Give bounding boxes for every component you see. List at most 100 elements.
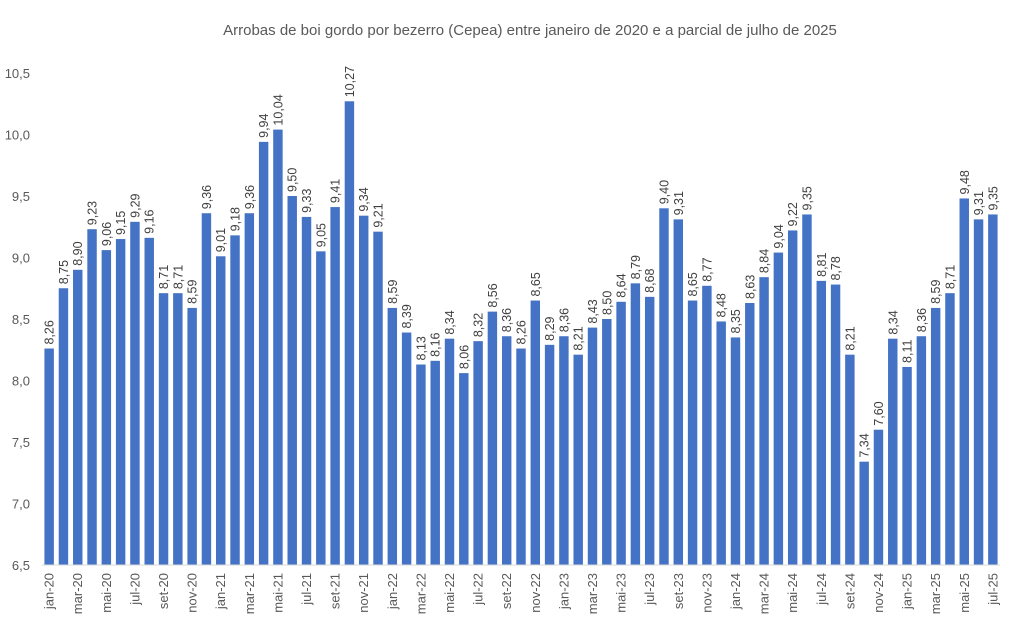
- data-label: 10,27: [343, 66, 357, 97]
- x-tick-label: mai-24: [785, 573, 800, 613]
- x-tick-label: set-24: [842, 573, 857, 609]
- chart-title: Arrobas de boi gordo por bezerro (Cepea)…: [223, 22, 837, 39]
- data-label: 8,11: [901, 340, 915, 363]
- bar-fev-23: [573, 354, 583, 565]
- x-tick-label: mai-21: [270, 573, 285, 613]
- bar-out-21: [344, 101, 355, 565]
- y-tick-label: 7,0: [12, 497, 30, 512]
- data-label: 10,04: [271, 94, 285, 125]
- data-label: 8,06: [457, 345, 471, 369]
- bar-jul-20: [130, 221, 140, 565]
- bar-out-24: [859, 461, 869, 565]
- data-label: 8,21: [572, 326, 586, 350]
- bar-nov-20: [187, 307, 197, 565]
- bar-ago-24: [830, 284, 841, 565]
- bar-mai-24: [787, 230, 798, 565]
- data-label: 8,84: [758, 249, 772, 273]
- bars: [44, 101, 998, 566]
- data-label: 8,16: [429, 332, 443, 356]
- x-tick-label: jan-23: [556, 573, 571, 610]
- bar-jan-24: [730, 337, 741, 565]
- bar-abr-20: [87, 229, 97, 565]
- data-label: 9,33: [300, 189, 314, 213]
- bar-nov-23: [702, 285, 712, 565]
- data-label: 9,36: [200, 185, 214, 209]
- y-tick-label: 8,5: [12, 312, 30, 327]
- data-label: 9,94: [257, 114, 271, 138]
- bar-nov-22: [530, 300, 541, 565]
- x-tick-label: set-21: [328, 573, 343, 609]
- data-label: 9,23: [86, 201, 100, 225]
- bar-jun-25: [973, 219, 984, 565]
- x-tick-label: jan-21: [213, 573, 228, 610]
- bar-jan-20: [44, 348, 54, 565]
- bar-abr-22: [430, 360, 440, 565]
- x-tick-label: set-20: [156, 573, 171, 609]
- data-label: 9,41: [329, 179, 343, 203]
- x-tick-label: mar-21: [242, 573, 257, 614]
- bar-abr-25: [945, 293, 955, 565]
- bar-abr-23: [602, 319, 612, 565]
- data-label: 9,01: [214, 228, 228, 252]
- bar-set-21: [330, 207, 340, 565]
- data-label: 9,35: [800, 186, 814, 210]
- x-tick-label: set-22: [499, 573, 514, 609]
- bar-dez-21: [373, 231, 383, 566]
- data-label: 9,50: [286, 168, 300, 192]
- x-tick-label: mai-22: [442, 573, 457, 613]
- data-label: 8,32: [472, 313, 486, 337]
- data-label: 8,63: [743, 275, 757, 299]
- x-tick-label: mar-25: [928, 573, 943, 614]
- data-labels: 8,268,758,909,239,06 9,159,299,168,71 8,71…: [43, 66, 1001, 458]
- data-label: 8,36: [500, 308, 514, 332]
- x-tick-label: nov-22: [528, 573, 543, 613]
- data-label: 8,13: [414, 336, 428, 360]
- data-label: 8,71: [943, 265, 957, 289]
- x-tick-label: jul-24: [814, 573, 829, 606]
- y-tick-label: 9,0: [12, 251, 30, 266]
- bar-nov-24: [873, 429, 884, 565]
- data-label: 9,29: [128, 193, 142, 217]
- data-label: 8,36: [915, 308, 929, 332]
- bar-abr-21: [258, 141, 269, 565]
- data-label: 9,31: [672, 191, 686, 215]
- data-label: 8,59: [186, 280, 200, 304]
- data-label: 7,34: [858, 433, 872, 457]
- x-tick-label: jul-22: [471, 573, 486, 606]
- data-label: 9,05: [314, 223, 328, 247]
- bar-fev-21: [230, 235, 240, 566]
- bar-mar-23: [587, 327, 598, 565]
- x-tick-label: jan-22: [385, 573, 400, 610]
- data-label: 9,34: [357, 187, 371, 211]
- data-label: 9,35: [986, 186, 1000, 210]
- bar-jul-23: [644, 296, 655, 565]
- data-label: 9,40: [657, 180, 671, 204]
- x-tick-label: nov-20: [185, 573, 200, 613]
- data-label: 8,64: [615, 273, 629, 297]
- bar-jun-24: [802, 214, 812, 565]
- data-label: 9,15: [114, 211, 128, 235]
- x-tick-label: nov-21: [356, 573, 371, 613]
- bar-set-20: [158, 293, 169, 565]
- x-tick-label: mar-23: [585, 573, 600, 614]
- bar-ago-23: [659, 208, 669, 566]
- data-label: 9,22: [786, 202, 800, 226]
- bar-mai-22: [444, 338, 455, 565]
- bar-mai-23: [616, 301, 626, 565]
- data-label: 8,81: [815, 252, 829, 276]
- bar-mai-21: [273, 129, 283, 565]
- bar-jun-22: [459, 373, 469, 565]
- bar-jan-25: [902, 366, 912, 565]
- bar-fev-22: [401, 332, 412, 565]
- data-label: 8,34: [443, 310, 457, 334]
- bar-set-23: [673, 219, 684, 565]
- data-label: 9,16: [143, 209, 157, 233]
- bar-nov-21: [358, 215, 369, 565]
- data-label: 8,59: [386, 280, 400, 304]
- data-label: 8,26: [43, 320, 57, 344]
- x-tick-label: jul-21: [299, 573, 314, 606]
- data-label: 8,35: [729, 309, 743, 333]
- bar-jun-23: [630, 283, 641, 565]
- x-tick-label: mai-23: [614, 573, 629, 613]
